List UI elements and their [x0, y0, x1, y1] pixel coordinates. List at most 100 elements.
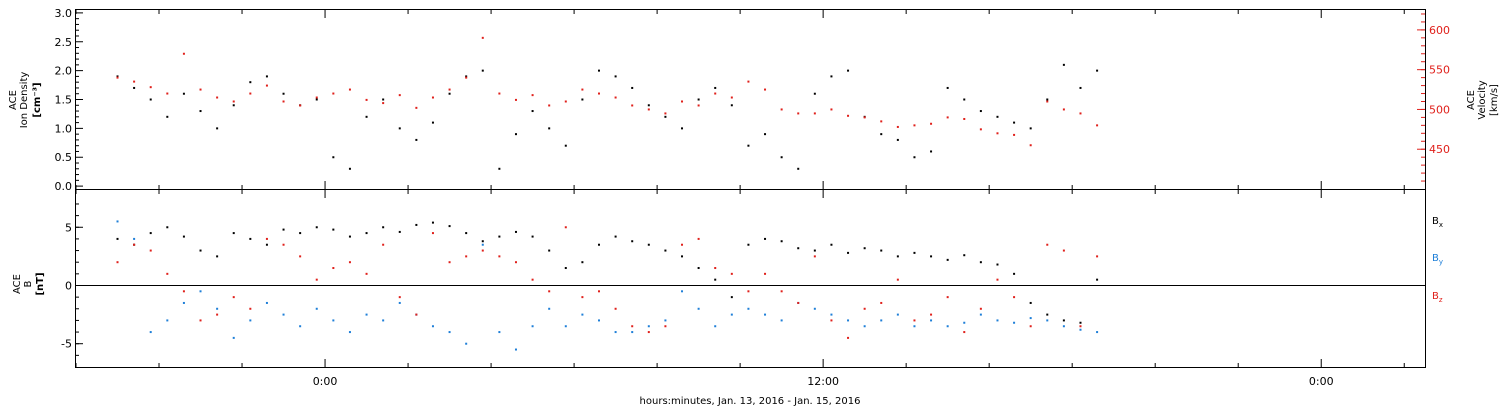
velocity-point	[1029, 144, 1032, 147]
density-point	[116, 75, 119, 78]
by-point	[830, 313, 833, 316]
density-point	[182, 92, 185, 95]
by-point	[564, 325, 567, 328]
top-right-axis-title: ACE Velocity [km/s]	[1466, 80, 1500, 119]
velocity-point	[1079, 112, 1082, 115]
density-point	[681, 127, 684, 130]
bx-point	[465, 232, 468, 235]
velocity-point	[697, 104, 700, 107]
legend-bx: Bx	[1432, 216, 1443, 229]
velocity-point	[597, 92, 600, 95]
velocity-point	[448, 88, 451, 91]
velocity-point	[531, 94, 534, 97]
velocity-point	[348, 88, 351, 91]
bx-point	[614, 235, 617, 238]
by-point	[863, 325, 866, 328]
bx-point	[830, 243, 833, 246]
bz-point	[216, 313, 219, 316]
density-point	[614, 75, 617, 78]
x-tick-label: 0:00	[1309, 375, 1334, 388]
velocity-point	[913, 124, 916, 127]
x-tick-label: 0:00	[313, 375, 338, 388]
density-point	[465, 75, 468, 78]
density-point	[1029, 127, 1032, 130]
velocity-point	[647, 108, 650, 111]
by-point	[548, 307, 551, 310]
velocity-point	[332, 92, 335, 95]
bz-point	[730, 272, 733, 275]
bz-point	[348, 261, 351, 264]
velocity-point	[764, 88, 767, 91]
velocity-point	[282, 100, 285, 103]
bz-point	[747, 290, 750, 293]
density-point	[232, 104, 235, 107]
velocity-point	[730, 96, 733, 99]
velocity-point	[963, 117, 966, 120]
density-point	[498, 167, 501, 170]
bottom-left-axis-title: ACE B [nT]	[12, 272, 46, 295]
velocity-point	[930, 122, 933, 125]
velocity-point	[415, 106, 418, 109]
bx-point	[963, 254, 966, 257]
density-point	[697, 98, 700, 101]
x-axis-title: hours:minutes, Jan. 13, 2016 - Jan. 15, …	[640, 396, 861, 407]
bx-point	[780, 240, 783, 243]
density-point	[714, 86, 717, 89]
by-point	[282, 313, 285, 316]
top-right-tick-label: 500	[1429, 103, 1450, 116]
bx-point	[946, 258, 949, 261]
by-point	[133, 237, 136, 240]
bottom-left-tick-label: -5	[61, 338, 72, 351]
density-point	[913, 156, 916, 159]
density-point	[216, 127, 219, 130]
velocity-point	[431, 96, 434, 99]
top-right-tick-label: 600	[1429, 24, 1450, 37]
by-point	[299, 325, 302, 328]
top-left-tick-label: 0.5	[55, 151, 73, 164]
density-point	[764, 133, 767, 136]
density-point	[1046, 98, 1049, 101]
density-point	[597, 69, 600, 72]
by-point	[1013, 321, 1016, 324]
bx-point	[880, 249, 883, 252]
bx-point	[216, 255, 219, 258]
top-left-tick-label: 3.0	[55, 7, 73, 20]
velocity-point	[564, 100, 567, 103]
by-point	[631, 331, 634, 334]
by-point	[996, 319, 999, 322]
density-point	[415, 138, 418, 141]
by-point	[166, 319, 169, 322]
by-point	[149, 331, 152, 334]
bz-point	[880, 301, 883, 304]
top-right-tick-label: 450	[1429, 143, 1450, 156]
density-point	[382, 98, 385, 101]
velocity-point	[498, 92, 501, 95]
bx-point	[930, 255, 933, 258]
bx-point	[647, 243, 650, 246]
density-point	[365, 115, 368, 118]
velocity-point	[1096, 124, 1099, 127]
velocity-point	[847, 114, 850, 117]
top-left-tick-label: 0.0	[55, 180, 73, 193]
bz-point	[232, 296, 235, 299]
by-point	[431, 325, 434, 328]
bz-point	[1062, 249, 1065, 252]
velocity-point	[465, 76, 468, 79]
bx-point	[1062, 319, 1065, 322]
bx-point	[896, 255, 899, 258]
bz-point	[514, 261, 517, 264]
by-point	[182, 301, 185, 304]
velocity-point	[249, 92, 252, 95]
bz-point	[1029, 325, 1032, 328]
by-point	[365, 313, 368, 316]
bz-point	[548, 290, 551, 293]
bz-point	[664, 325, 667, 328]
velocity-point	[979, 128, 982, 131]
bx-point	[548, 249, 551, 252]
velocity-point	[365, 98, 368, 101]
by-point	[465, 342, 468, 345]
velocity-point	[514, 98, 517, 101]
bz-point	[863, 307, 866, 310]
by-point	[1046, 319, 1049, 322]
